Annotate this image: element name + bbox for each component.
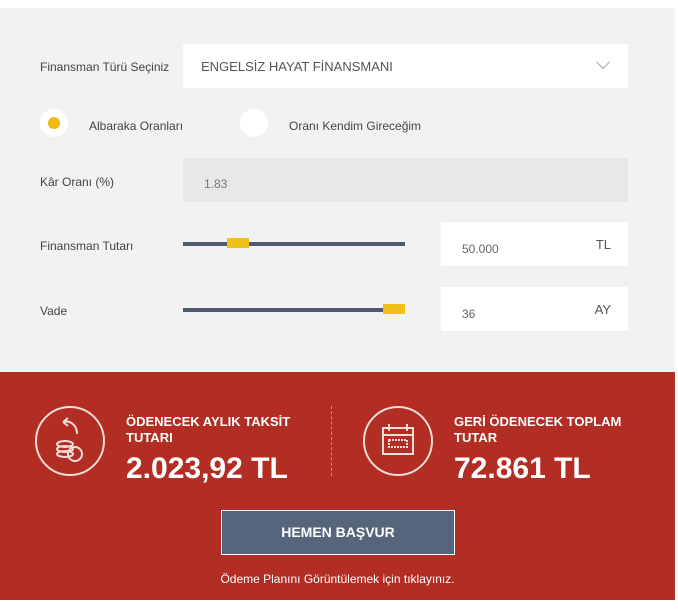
term-slider-thumb[interactable] bbox=[383, 304, 405, 314]
divider bbox=[331, 406, 332, 476]
rate-label: Kâr Oranı (%) bbox=[40, 175, 115, 189]
term-slider[interactable] bbox=[183, 304, 405, 314]
apply-button[interactable]: HEMEN BAŞVUR bbox=[221, 510, 455, 555]
financing-type-select[interactable]: ENGELSİZ HAYAT FİNANSMANI bbox=[183, 44, 628, 88]
amount-unit: TL bbox=[595, 237, 611, 252]
rate-value: 1.83 bbox=[204, 177, 228, 191]
total-amount: 72.861 TL bbox=[454, 452, 591, 485]
payment-plan-link[interactable]: Ödeme Planını Görüntülemek için tıklayın… bbox=[220, 572, 455, 586]
term-unit: AY bbox=[594, 302, 611, 317]
total-title: GERİ ÖDENECEK TOPLAM TUTAR bbox=[454, 414, 622, 445]
radio-albaraka-label[interactable]: Albaraka Oranları bbox=[89, 119, 184, 133]
calculator-form: Finansman Türü Seçiniz ENGELSİZ HAYAT Fİ… bbox=[0, 8, 675, 372]
radio-custom-label[interactable]: Oranı Kendim Gireceğim bbox=[289, 119, 422, 133]
type-label: Finansman Türü Seçiniz bbox=[40, 60, 170, 74]
select-value: ENGELSİZ HAYAT FİNANSMANI bbox=[201, 59, 393, 74]
result-panel: ÖDENECEK AYLIK TAKSİT TUTARI 2.023,92 TL… bbox=[0, 372, 675, 600]
amount-value: 50.000 bbox=[462, 242, 499, 256]
monthly-amount: 2.023,92 TL bbox=[126, 452, 288, 485]
term-label: Vade bbox=[40, 304, 68, 318]
term-value: 36 bbox=[462, 307, 476, 321]
radio-selected-dot bbox=[48, 117, 60, 129]
monthly-title: ÖDENECEK AYLIK TAKSİT TUTARI bbox=[126, 414, 291, 445]
amount-label: Finansman Tutarı bbox=[40, 239, 134, 253]
calendar-icon bbox=[363, 406, 433, 476]
coins-icon bbox=[35, 406, 105, 476]
amount-slider[interactable] bbox=[183, 238, 405, 248]
term-input[interactable]: 36 AY bbox=[441, 287, 628, 331]
amount-slider-thumb[interactable] bbox=[227, 238, 249, 248]
radio-albaraka[interactable] bbox=[40, 109, 68, 137]
chevron-down-icon bbox=[595, 54, 611, 70]
amount-input[interactable]: 50.000 TL bbox=[441, 222, 628, 266]
radio-custom[interactable] bbox=[240, 109, 268, 137]
rate-field: 1.83 bbox=[183, 158, 628, 202]
